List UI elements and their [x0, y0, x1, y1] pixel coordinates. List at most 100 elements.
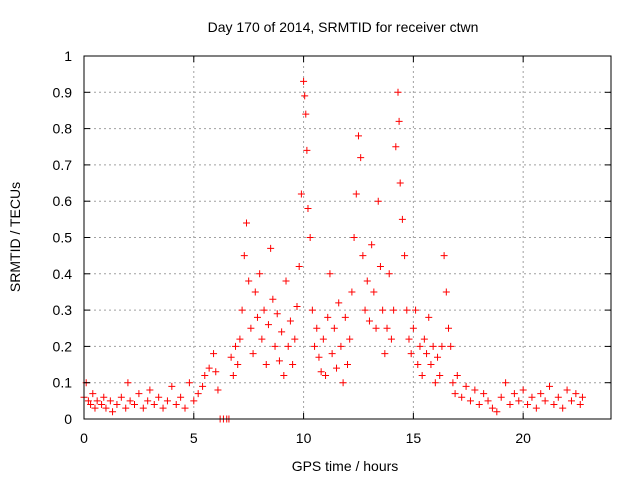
data-point: [131, 400, 139, 408]
data-point: [392, 143, 400, 151]
data-point: [308, 306, 316, 314]
data-point: [458, 393, 466, 401]
data-point: [515, 397, 523, 405]
data-point: [420, 335, 428, 343]
grid-lines: [84, 56, 611, 419]
data-point: [295, 263, 303, 271]
data-point: [381, 350, 389, 358]
y-tick-label: 1: [64, 48, 72, 64]
data-points: [80, 77, 586, 423]
y-tick-label: 0.3: [53, 302, 73, 318]
data-point: [124, 379, 132, 387]
data-point: [300, 77, 308, 85]
data-point: [431, 379, 439, 387]
data-point: [258, 335, 266, 343]
data-point: [253, 313, 261, 321]
data-point: [407, 350, 415, 358]
data-point: [405, 335, 413, 343]
y-tick-label: 0.9: [53, 84, 73, 100]
data-point: [506, 400, 514, 408]
data-point: [532, 404, 540, 412]
data-point: [172, 400, 180, 408]
data-point: [453, 371, 461, 379]
data-point: [313, 324, 321, 332]
data-point: [282, 277, 290, 285]
data-point: [409, 324, 417, 332]
data-point: [311, 342, 319, 350]
x-tick-label: 0: [80, 430, 88, 446]
data-point: [181, 404, 189, 412]
data-point: [212, 368, 220, 376]
data-point: [370, 288, 378, 296]
data-point: [395, 117, 403, 125]
data-point: [232, 342, 240, 350]
data-point: [234, 361, 242, 369]
data-point: [475, 400, 483, 408]
axis-ticks: [83, 55, 611, 420]
data-point: [150, 400, 158, 408]
data-point: [106, 397, 114, 405]
data-point: [326, 270, 334, 278]
data-point: [194, 390, 202, 398]
x-axis-label: GPS time / hours: [292, 458, 399, 474]
data-point: [363, 277, 371, 285]
data-point: [416, 342, 424, 350]
data-point: [262, 361, 270, 369]
data-point: [376, 263, 384, 271]
data-point: [449, 379, 457, 387]
data-point: [390, 306, 398, 314]
data-point: [497, 393, 505, 401]
data-point: [190, 397, 198, 405]
data-point: [423, 350, 431, 358]
y-tick-label: 0.6: [53, 193, 73, 209]
data-point: [427, 361, 435, 369]
data-point: [519, 386, 527, 394]
data-point: [144, 397, 152, 405]
data-point: [403, 306, 411, 314]
data-point: [273, 310, 281, 318]
data-point: [113, 400, 121, 408]
data-point: [387, 335, 395, 343]
data-point: [425, 313, 433, 321]
data-point: [122, 404, 130, 412]
data-point: [275, 357, 283, 365]
data-point: [102, 404, 110, 412]
data-point: [227, 353, 235, 361]
data-point: [383, 324, 391, 332]
data-point: [365, 317, 373, 325]
data-point: [93, 397, 101, 405]
data-point: [335, 299, 343, 307]
data-point: [267, 244, 275, 252]
y-tick-label: 0: [64, 411, 72, 427]
data-point: [240, 252, 248, 260]
data-point: [438, 342, 446, 350]
data-point: [436, 371, 444, 379]
data-point: [466, 397, 474, 405]
y-tick-label: 0.2: [53, 338, 73, 354]
tick-labels: 00.10.20.30.40.50.60.70.80.910 5 10 15 20: [53, 48, 532, 446]
data-point: [177, 393, 185, 401]
data-point: [480, 390, 488, 398]
data-point: [205, 364, 213, 372]
data-point: [350, 234, 358, 241]
data-point: [396, 179, 404, 187]
data-point: [146, 386, 154, 394]
data-point: [451, 390, 459, 398]
data-point: [303, 146, 311, 154]
data-point: [126, 397, 134, 405]
y-tick-label: 0.4: [53, 266, 73, 282]
data-point: [89, 390, 97, 398]
data-point: [361, 306, 369, 314]
data-point: [304, 204, 312, 212]
data-point: [159, 404, 167, 412]
data-point: [434, 353, 442, 361]
data-point: [278, 328, 286, 336]
data-point: [374, 197, 382, 205]
data-point: [293, 302, 301, 310]
data-point: [328, 350, 336, 358]
data-point: [554, 393, 562, 401]
y-axis-label: SRMTID / TECUs: [7, 182, 23, 292]
data-point: [291, 335, 299, 343]
data-point: [284, 342, 292, 350]
